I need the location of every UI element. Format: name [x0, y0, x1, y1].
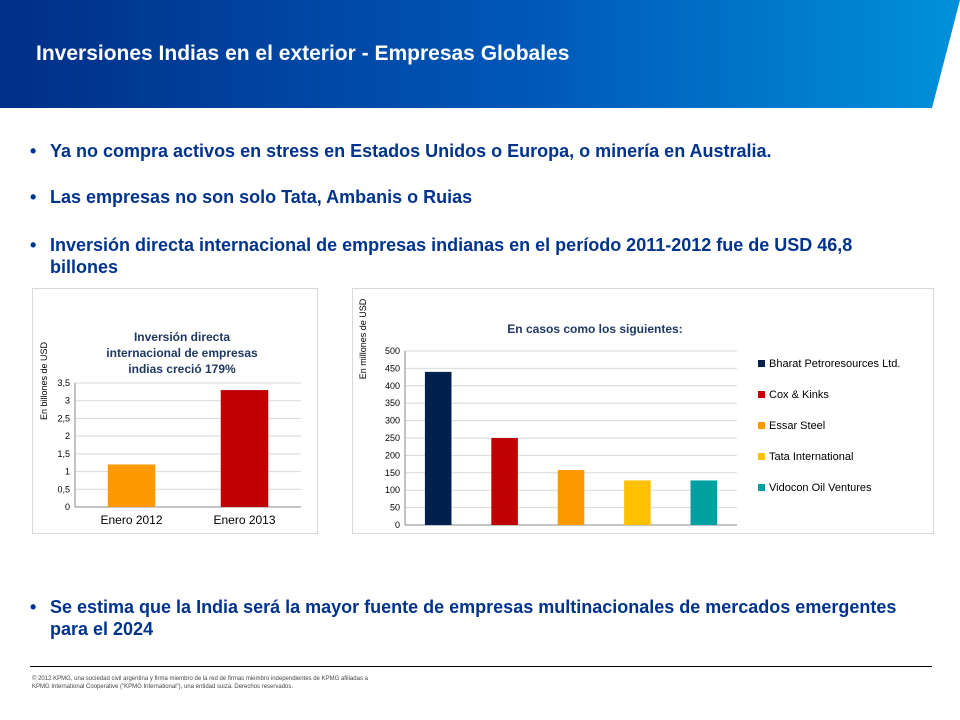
y-tick-label: 0,5 [57, 484, 70, 494]
y-tick-label: 2 [65, 431, 70, 441]
bullet-item: • Las empresas no son solo Tata, Ambanis… [30, 186, 920, 208]
page-title: Inversiones Indias en el exterior - Empr… [36, 42, 570, 65]
investment-growth-chart-svg: En billones de USD Inversión directa int… [39, 330, 301, 527]
header-band [0, 0, 960, 108]
chart-title-line: internacional de empresas [106, 346, 258, 360]
legend-swatch [758, 422, 765, 429]
bullet-dot: • [30, 141, 37, 161]
bullet-item: • Ya no compra activos en stress en Esta… [30, 140, 920, 162]
x-tick-label: Enero 2012 [100, 513, 162, 527]
bar [690, 480, 718, 525]
footer-divider [30, 666, 932, 667]
chart-title-line: indias creció 179% [128, 362, 236, 376]
y-tick-label: 3,5 [57, 378, 70, 388]
y-tick-label: 500 [385, 346, 400, 356]
bullet-text: Inversión directa internacional de empre… [50, 235, 853, 277]
bullet-dot: • [30, 235, 37, 255]
bullet-text: Se estima que la India será la mayor fue… [50, 597, 897, 639]
chart-title: En casos como los siguientes: [507, 322, 682, 336]
bar [424, 371, 452, 525]
plot-area: 0 50 100 150 200 250 300 350 400 450 500 [385, 346, 737, 530]
bar [491, 438, 518, 525]
y-tick-label: 0 [395, 520, 400, 530]
y-tick-label: 350 [385, 398, 400, 408]
bar [107, 464, 156, 507]
investment-growth-chart: En billones de USD Inversión directa int… [32, 288, 318, 534]
bullet-item: • Inversión directa internacional de emp… [30, 234, 920, 278]
y-tick-label: 250 [385, 433, 400, 443]
y-tick-label: 50 [390, 503, 400, 513]
y-tick-label: 1,5 [57, 449, 70, 459]
y-tick-label: 400 [385, 381, 400, 391]
y-tick-label: 100 [385, 485, 400, 495]
legend-label: Bharat Petroresources Ltd. [769, 358, 900, 370]
bar [624, 480, 651, 525]
plot-area: 0 0,5 1 1,5 2 2,5 3 3,5 Enero 2012 Enero 2013 [57, 378, 301, 527]
legend-label: Vidocon Oil Ventures [769, 482, 872, 494]
bullet-item: • Se estima que la India será la mayor f… [30, 596, 920, 640]
y-axis-label: En billones de USD [39, 341, 49, 420]
company-cases-chart: En millones de USD En casos como los sig… [352, 288, 934, 534]
legend-swatch [758, 453, 765, 460]
y-tick-label: 450 [385, 363, 400, 373]
chart-legend: Bharat Petroresources Ltd. Cox & Kinks Ess… [758, 358, 900, 494]
bullet-text: Ya no compra activos en stress en Estado… [50, 141, 772, 161]
legend-swatch [758, 391, 765, 398]
bullet-text: Las empresas no son solo Tata, Ambanis o… [50, 187, 473, 207]
y-tick-label: 300 [385, 416, 400, 426]
legend-label: Essar Steel [769, 420, 825, 432]
y-tick-label: 150 [385, 468, 400, 478]
y-tick-label: 1 [65, 467, 70, 477]
bar [220, 390, 269, 507]
legend-label: Cox & Kinks [769, 389, 829, 401]
y-tick-label: 2,5 [57, 413, 70, 423]
y-axis-label: En millones de USD [358, 298, 368, 379]
y-tick-label: 3 [65, 396, 70, 406]
company-cases-chart-svg: En millones de USD En casos como los sig… [358, 298, 900, 530]
y-tick-label: 200 [385, 450, 400, 460]
footer-copyright: © 2012 KPMG, una sociedad civil argentin… [32, 676, 368, 690]
bar [557, 470, 585, 525]
x-tick-label: Enero 2013 [213, 513, 275, 527]
bullet-dot: • [30, 597, 37, 617]
y-tick-label: 0 [65, 502, 70, 512]
legend-swatch [758, 360, 765, 367]
chart-title-line: Inversión directa [134, 330, 230, 344]
legend-swatch [758, 484, 765, 491]
legend-label: Tata International [769, 451, 853, 463]
bullet-dot: • [30, 187, 37, 207]
